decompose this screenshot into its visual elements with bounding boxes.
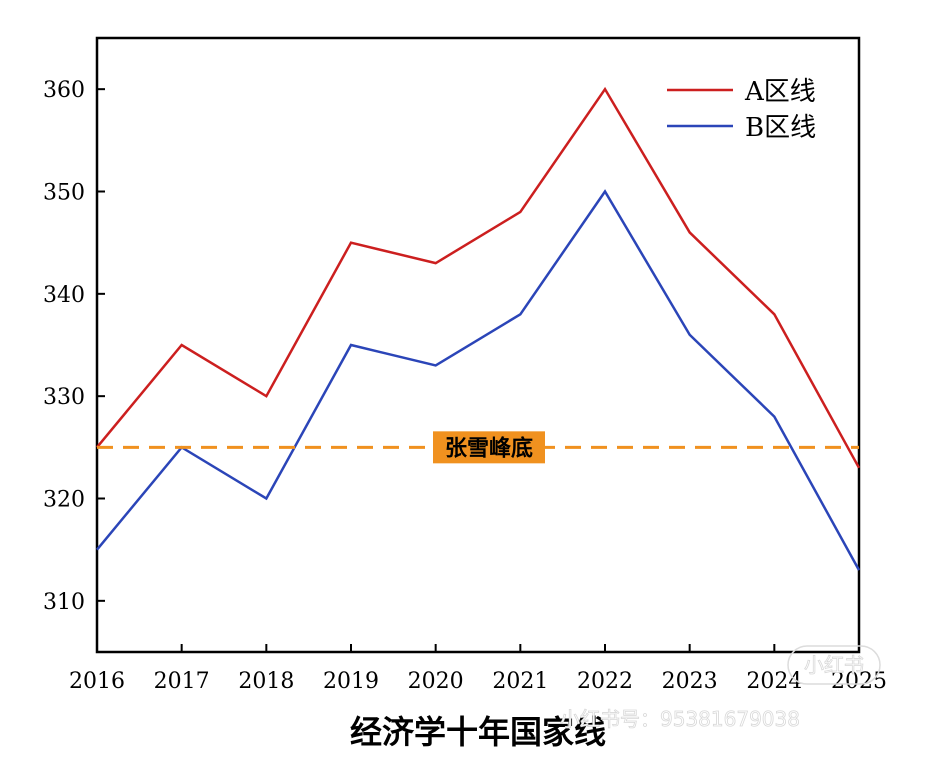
plot-frame	[95, 36, 861, 654]
watermark-logo: 小红书	[787, 645, 881, 685]
y-tick-label: 360	[43, 78, 85, 103]
y-tick-label: 330	[43, 385, 85, 410]
legend-label: B区线	[745, 113, 816, 143]
reference-label-box	[433, 431, 545, 464]
chart-title: 经济学十年国家线	[350, 713, 606, 751]
series-line-b	[96, 189, 861, 571]
series-line-a	[96, 86, 861, 469]
series-lines	[96, 86, 861, 571]
x-tick-label: 2024	[746, 669, 802, 694]
watermark-text: 小红书号：95381679038	[560, 707, 800, 731]
plot-area	[95, 36, 861, 654]
y-tick-label: 320	[43, 488, 85, 513]
legend: A区线 B区线	[667, 77, 816, 143]
x-tick-label: 2018	[238, 669, 294, 694]
x-tick-label: 2017	[154, 669, 210, 694]
watermark: 小红书 小红书号：95381679038	[560, 645, 881, 731]
y-tick-label: 310	[43, 590, 85, 615]
x-tick-label: 2022	[577, 669, 633, 694]
reference-line-group: 张雪峰底	[97, 431, 859, 464]
watermark-logo-text: 小红书	[804, 653, 864, 677]
x-tick-label: 2021	[492, 669, 548, 694]
x-tick-label: 2023	[662, 669, 718, 694]
x-tick-label: 2019	[323, 669, 379, 694]
y-tick-label: 340	[43, 283, 85, 308]
y-tick-label: 350	[43, 181, 85, 206]
axes: 310 320 330 340 350 360 2016 2017 2018 2019 2020 20…	[43, 78, 887, 694]
x-tick-label: 2016	[69, 669, 125, 694]
x-tick-label: 2020	[408, 669, 464, 694]
legend-label: A区线	[744, 77, 816, 107]
reference-label: 张雪峰底	[445, 435, 533, 461]
